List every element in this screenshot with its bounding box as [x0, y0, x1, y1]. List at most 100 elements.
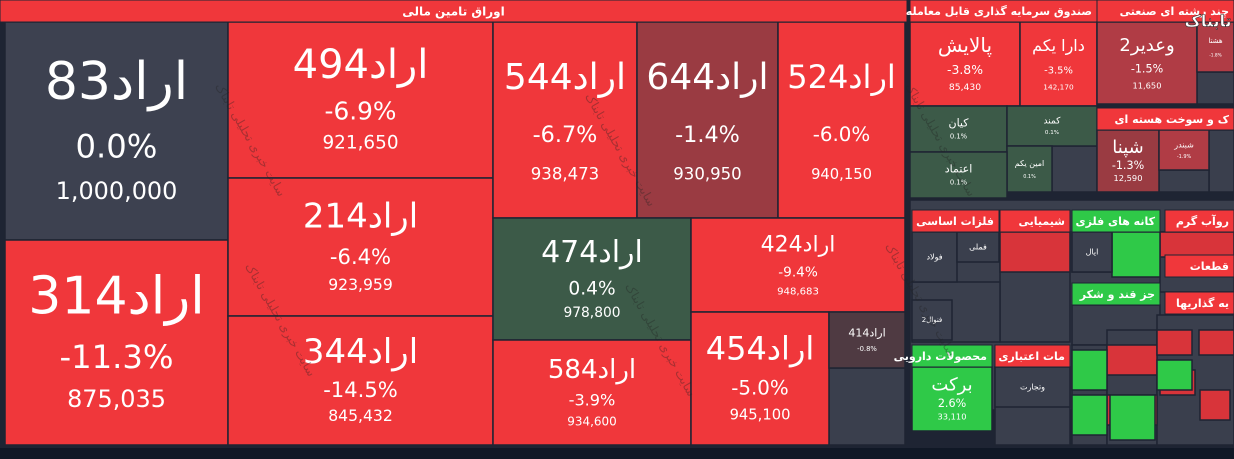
change-label: -9.4%	[778, 265, 818, 281]
group-title: چند رشته ای صنعتی	[1120, 5, 1229, 18]
stock-tile	[690, 311, 830, 446]
stock-name: امین یکم	[1015, 159, 1045, 168]
logo: تابناک	[1185, 12, 1232, 31]
change-label: 0.4%	[568, 278, 615, 299]
change-label: -6.7%	[533, 122, 598, 148]
change-label: -6.0%	[813, 123, 871, 146]
price-label: 938,473	[531, 164, 599, 183]
stock-tile	[828, 311, 906, 369]
change-label: -3.9%	[569, 390, 616, 409]
filler-tile	[828, 367, 906, 446]
stock-name: پالایش	[938, 33, 992, 58]
group-title: کانه های فلزی	[1076, 215, 1156, 228]
stock-name: فولاد	[926, 253, 942, 262]
change-label: 0.1%	[950, 132, 968, 140]
change-label: 0.1%	[950, 178, 968, 186]
group-title: مات اعتباری	[998, 350, 1065, 363]
stock-tile	[911, 299, 953, 341]
stock-name: فملی	[969, 243, 987, 252]
stock-tile	[1158, 129, 1210, 171]
change-label: 0.0%	[76, 127, 158, 165]
stock-name: اراد83	[45, 52, 188, 112]
change-label: -1.3%	[1112, 159, 1144, 172]
group-header	[1071, 282, 1161, 306]
filler-tile	[1111, 231, 1161, 278]
price-label: 875,035	[67, 385, 166, 413]
change-label: -14.5%	[323, 377, 398, 402]
stock-name: اراد584	[548, 355, 636, 385]
price-label: 845,432	[328, 406, 393, 425]
stock-name: کیان	[949, 116, 970, 129]
stock-tile	[1096, 21, 1198, 105]
stock-name: شبندر	[1173, 141, 1194, 150]
bottom-bar	[0, 448, 1234, 459]
stock-tile	[636, 21, 779, 219]
filler-tile	[1106, 344, 1158, 376]
stock-tile	[909, 105, 1008, 153]
stock-name: کمند	[1044, 117, 1062, 127]
group-header	[1164, 291, 1234, 315]
change-label: -5.0%	[731, 377, 789, 400]
stock-tile	[1071, 231, 1113, 273]
stock-name: اعتماد	[945, 162, 973, 175]
stock-name: وتجارت	[1020, 383, 1045, 392]
stock-tile	[1096, 129, 1160, 193]
price-label: 921,650	[322, 133, 398, 154]
filler-tile	[1071, 349, 1108, 391]
stock-tile	[492, 217, 692, 341]
group-header	[1164, 254, 1234, 278]
group-title: فلزات اساسی	[916, 215, 994, 228]
price-label: 33,110	[938, 411, 967, 421]
stock-tile	[994, 366, 1071, 408]
stock-tile	[777, 21, 906, 219]
price-label: 1,000,000	[56, 177, 178, 205]
price-label: 930,950	[673, 164, 741, 183]
group-title: جز قند و شکر	[1079, 288, 1155, 301]
stock-name: اراد214	[303, 197, 418, 237]
price-label: 923,959	[328, 275, 393, 294]
price-label: 978,800	[563, 305, 620, 321]
stock-name: اراد494	[293, 42, 429, 88]
stock-tile	[4, 21, 229, 241]
stock-tile	[1196, 21, 1234, 73]
stock-tile	[227, 315, 494, 446]
price-label: 948,683	[777, 286, 819, 297]
filler-tile	[1071, 394, 1108, 436]
price-label: 11,650	[1133, 80, 1162, 90]
stock-name: اراد314	[28, 266, 204, 326]
change-label: -11.3%	[59, 338, 173, 376]
stock-name: شپنا	[1112, 137, 1143, 158]
stock-tile	[492, 339, 692, 446]
group-header	[999, 209, 1071, 233]
stock-name: هشتا	[1208, 37, 1222, 45]
filler-tile	[1208, 129, 1234, 193]
price-label: 85,430	[949, 82, 981, 93]
filler-tile	[1159, 231, 1234, 258]
stock-name: اراد524	[787, 58, 896, 96]
change-label: -6.9%	[325, 96, 397, 125]
stock-name: اراد454	[706, 330, 815, 368]
filler-tile	[1156, 359, 1193, 391]
filler-tile	[999, 231, 1071, 273]
price-label: 12,590	[1114, 173, 1143, 183]
change-label: -1.9%	[1177, 154, 1192, 160]
stock-name: اراد414	[848, 326, 885, 339]
change-label: -6.4%	[330, 244, 391, 269]
change-label: 2.6%	[938, 397, 966, 410]
change-label: -0.8%	[857, 345, 877, 353]
filler-tile	[1156, 329, 1193, 356]
stock-name: برکت	[931, 375, 972, 396]
stock-tile	[227, 21, 494, 179]
filler-tile	[1199, 389, 1231, 421]
filler-tile	[1051, 145, 1098, 193]
stock-tile	[1006, 145, 1053, 193]
stock-tile	[492, 21, 638, 219]
stock-name: اراد474	[541, 235, 643, 270]
price-label: 945,100	[730, 407, 791, 424]
group-title: محصولات دارویی	[894, 350, 987, 363]
group-title: صندوق سرمایه گذاری قابل معامله	[906, 5, 1092, 18]
stock-name: وعدیر2	[1119, 35, 1174, 56]
stock-name: اراد344	[303, 332, 418, 372]
price-label: 940,150	[811, 166, 872, 183]
